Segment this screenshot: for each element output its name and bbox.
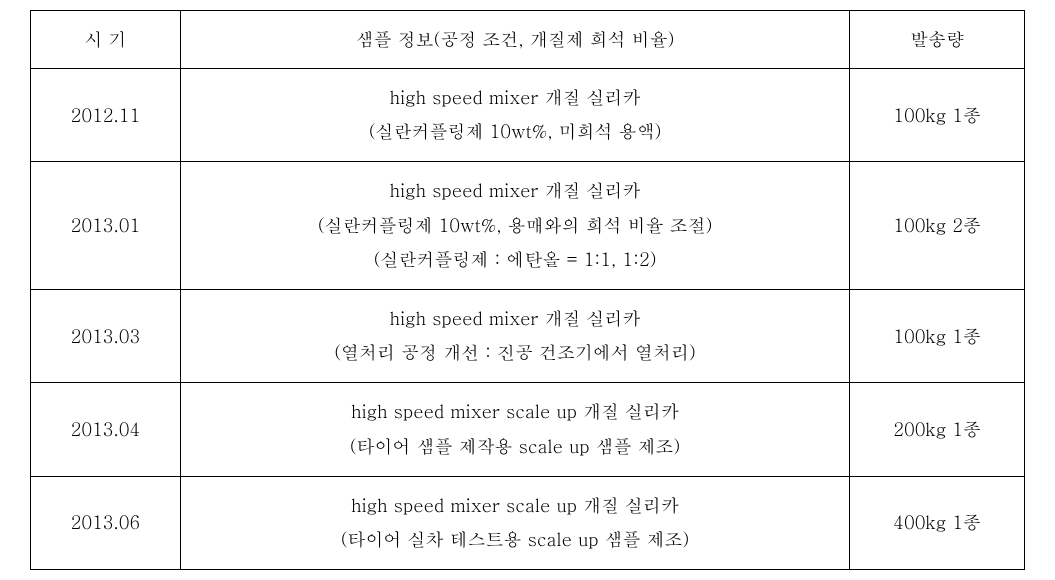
cell-info-line: high speed mixer scale up 개질 실리카 [191, 395, 839, 429]
header-info: 샘플 정보(공정 조건, 개질제 희석 비율) [180, 11, 849, 69]
header-date: 시 기 [31, 11, 181, 69]
cell-qty: 100kg 1종 [850, 69, 1025, 162]
cell-info-line: (실란커플링제 : 에탄올 = 1:1, 1:2) [191, 243, 839, 277]
sample-info-table: 시 기 샘플 정보(공정 조건, 개질제 희석 비율) 발송량 2012.11h… [30, 10, 1025, 570]
cell-info-line: (타이어 샘플 제작용 scale up 샘플 제조) [191, 430, 839, 464]
cell-info: high speed mixer 개질 실리카(실란커플링제 10wt%, 용매… [180, 162, 849, 290]
cell-date: 2013.04 [31, 383, 181, 476]
table-header-row: 시 기 샘플 정보(공정 조건, 개질제 희석 비율) 발송량 [31, 11, 1025, 69]
cell-date: 2013.06 [31, 476, 181, 569]
table-row: 2013.04high speed mixer scale up 개질 실리카(… [31, 383, 1025, 476]
cell-info: high speed mixer 개질 실리카(열처리 공정 개선 : 진공 건… [180, 289, 849, 382]
cell-info: high speed mixer scale up 개질 실리카(타이어 실차 … [180, 476, 849, 569]
table-body: 2012.11high speed mixer 개질 실리카(실란커플링제 10… [31, 69, 1025, 570]
cell-qty: 100kg 2종 [850, 162, 1025, 290]
cell-info-line: high speed mixer 개질 실리카 [191, 174, 839, 208]
cell-info-line: (타이어 실차 테스트용 scale up 샘플 제조) [191, 523, 839, 557]
cell-info: high speed mixer scale up 개질 실리카(타이어 샘플 … [180, 383, 849, 476]
cell-info: high speed mixer 개질 실리카(실란커플링제 10wt%, 미희… [180, 69, 849, 162]
cell-info-line: (실란커플링제 10wt%, 용매와의 희석 비율 조절) [191, 209, 839, 243]
table-row: 2013.06high speed mixer scale up 개질 실리카(… [31, 476, 1025, 569]
cell-info-line: (열처리 공정 개선 : 진공 건조기에서 열처리) [191, 336, 839, 370]
cell-info-line: (실란커플링제 10wt%, 미희석 용액) [191, 115, 839, 149]
cell-info-line: high speed mixer 개질 실리카 [191, 302, 839, 336]
cell-qty: 200kg 1종 [850, 383, 1025, 476]
cell-date: 2013.01 [31, 162, 181, 290]
cell-qty: 400kg 1종 [850, 476, 1025, 569]
table-row: 2013.03high speed mixer 개질 실리카(열처리 공정 개선… [31, 289, 1025, 382]
table-row: 2012.11high speed mixer 개질 실리카(실란커플링제 10… [31, 69, 1025, 162]
header-qty: 발송량 [850, 11, 1025, 69]
cell-qty: 100kg 1종 [850, 289, 1025, 382]
table-row: 2013.01high speed mixer 개질 실리카(실란커플링제 10… [31, 162, 1025, 290]
cell-date: 2013.03 [31, 289, 181, 382]
cell-info-line: high speed mixer 개질 실리카 [191, 81, 839, 115]
cell-info-line: high speed mixer scale up 개질 실리카 [191, 489, 839, 523]
cell-date: 2012.11 [31, 69, 181, 162]
